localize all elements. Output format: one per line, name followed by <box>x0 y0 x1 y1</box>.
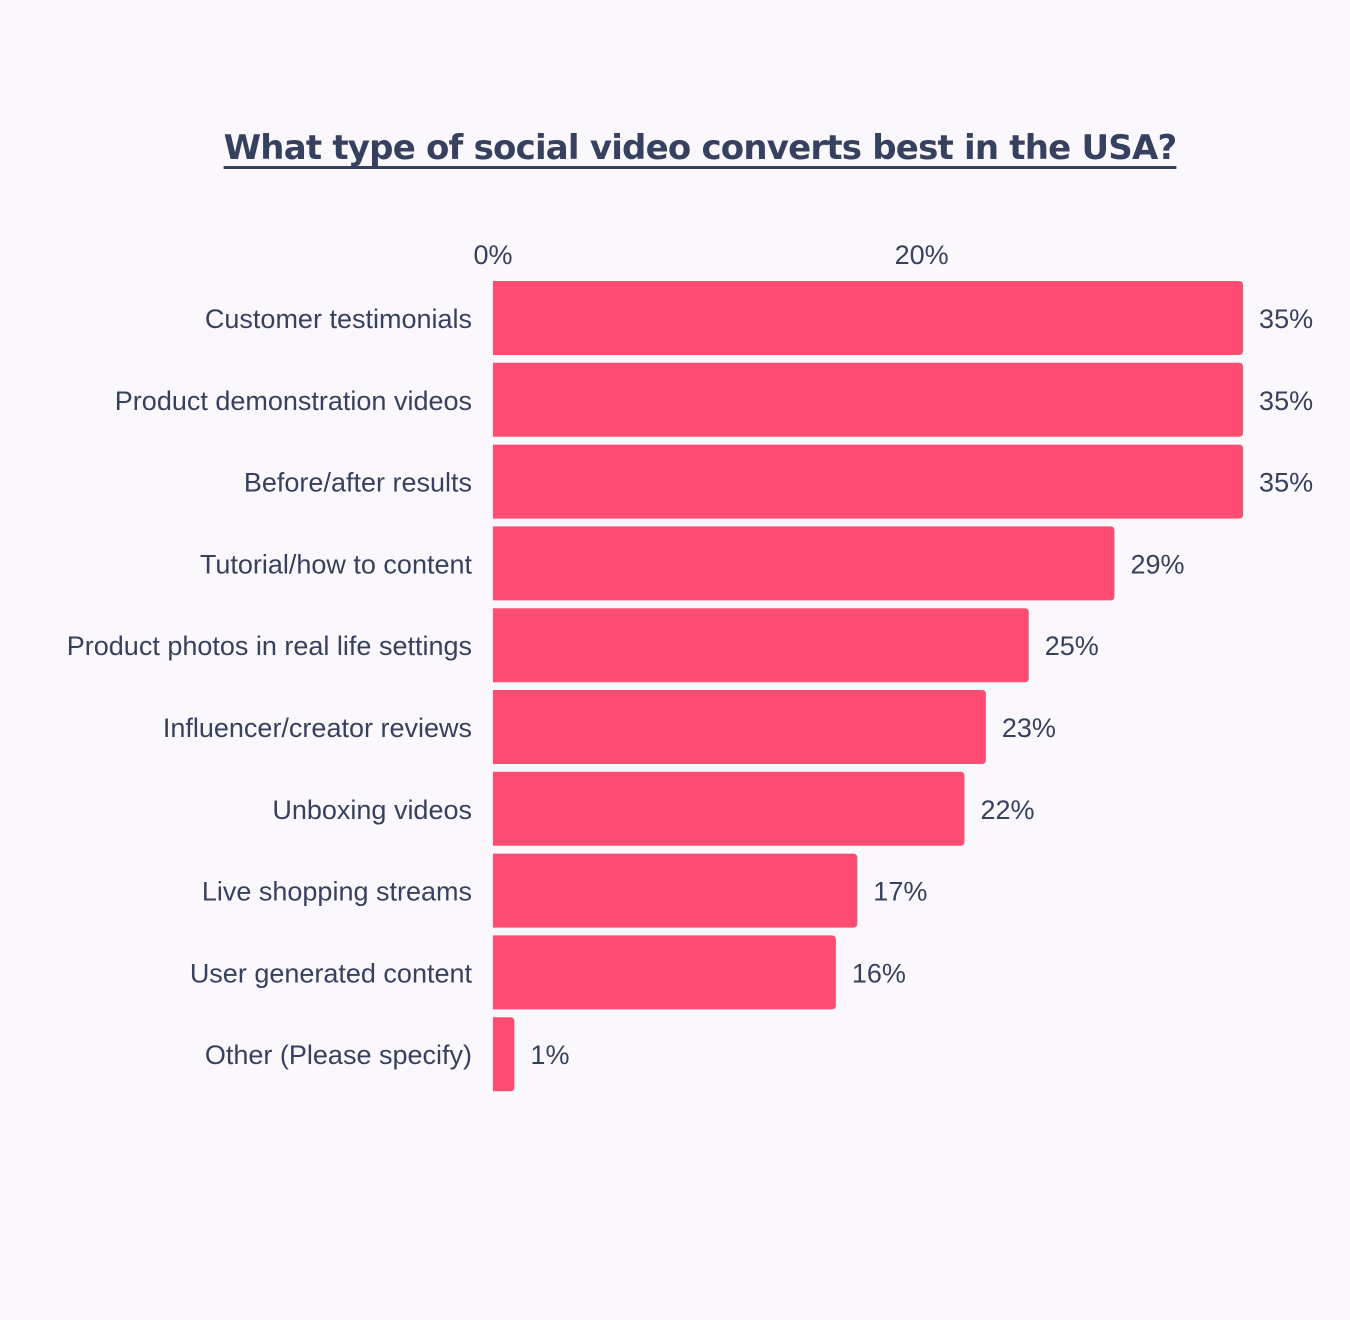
bar-product-photos-in-real-life-settings <box>493 608 1029 683</box>
x-tick-label: 0% <box>473 240 512 270</box>
category-label: User generated content <box>190 958 473 988</box>
bar-product-demonstration-videos <box>493 362 1244 437</box>
value-label: 23% <box>1002 713 1056 743</box>
bars <box>493 281 1244 1092</box>
value-label: 1% <box>530 1040 569 1070</box>
category-label: Other (Please specify) <box>205 1040 472 1070</box>
bar-tutorial-how-to-content <box>493 526 1115 601</box>
value-labels: 35% 35% 35% 29% 25% 23% 22% 17% 16% 1% <box>530 304 1313 1070</box>
value-label: 35% <box>1259 468 1313 498</box>
bar-user-generated-content <box>493 935 836 1010</box>
value-label: 25% <box>1045 631 1099 661</box>
value-label: 17% <box>873 877 927 907</box>
value-label: 29% <box>1130 549 1184 579</box>
x-axis-ticks: 0% 20% <box>473 240 948 270</box>
chart-title: What type of social video converts best … <box>223 128 1178 168</box>
bar-before-after-results <box>493 444 1244 519</box>
category-label: Customer testimonials <box>205 304 472 334</box>
bar-unboxing-videos <box>493 771 965 846</box>
category-label: Tutorial/how to content <box>200 549 473 579</box>
category-label: Before/after results <box>244 468 472 498</box>
value-label: 35% <box>1259 304 1313 334</box>
bar-live-shopping-streams <box>493 853 858 928</box>
category-labels: Customer testimonials Product demonstrati… <box>67 304 473 1070</box>
category-label: Product demonstration videos <box>115 386 472 416</box>
category-label: Influencer/creator reviews <box>163 713 472 743</box>
bar-other-please-specify <box>493 1017 515 1092</box>
category-label: Unboxing videos <box>272 795 472 825</box>
value-label: 16% <box>852 958 906 988</box>
bar-customer-testimonials <box>493 281 1244 355</box>
category-label: Live shopping streams <box>202 877 472 907</box>
category-label: Product photos in real life settings <box>67 631 472 661</box>
value-label: 35% <box>1259 386 1313 416</box>
value-label: 22% <box>980 795 1034 825</box>
x-tick-label: 20% <box>895 240 949 270</box>
bar-influencer-creator-reviews <box>493 690 986 764</box>
